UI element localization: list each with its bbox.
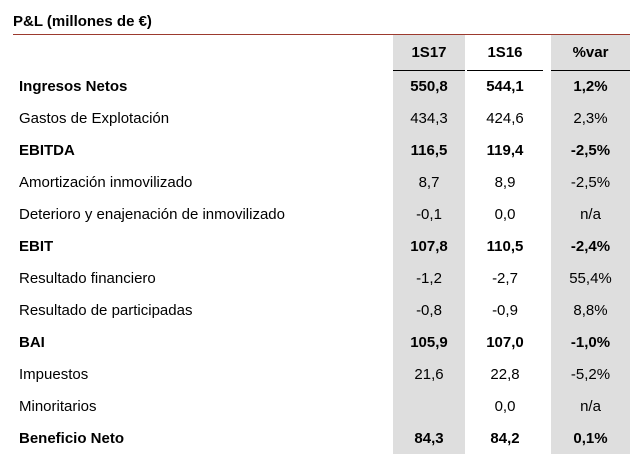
- value-1s16: 22,8: [490, 366, 520, 383]
- row-label: EBITDA: [19, 142, 75, 159]
- table-row: Impuestos 21,6 22,8 -5,2%: [0, 359, 635, 391]
- value-1s16: 107,0: [486, 334, 524, 351]
- row-label: Beneficio Neto: [19, 430, 125, 447]
- table-row: Resultado financiero -1,2 -2,7 55,4%: [0, 263, 635, 295]
- table-row: Resultado de participadas -0,8 -0,9 8,8%: [0, 295, 635, 327]
- value-1s16: 119,4: [486, 142, 524, 159]
- value-1s17: 21,6: [414, 366, 444, 383]
- column-var-background: [551, 35, 630, 454]
- value-var: 55,4%: [569, 270, 612, 287]
- row-label: Ingresos Netos: [19, 78, 128, 95]
- table-row: Deterioro y enajenación de inmovilizado …: [0, 199, 635, 231]
- column-1s16-background: [467, 35, 543, 454]
- value-var: 8,8%: [573, 302, 608, 319]
- value-1s16: -2,7: [492, 270, 518, 287]
- value-1s17: -1,2: [416, 270, 442, 287]
- table-title: P&L (millones de €): [13, 13, 152, 30]
- value-1s16: 0,0: [494, 206, 516, 223]
- row-label: EBIT: [19, 238, 54, 255]
- value-1s17: 550,8: [410, 78, 448, 95]
- value-var: 2,3%: [573, 110, 608, 127]
- header-var: %var: [551, 35, 630, 71]
- value-var: -2,5%: [570, 142, 611, 159]
- row-label: BAI: [19, 334, 45, 351]
- table-row: Minoritarios 0,0 n/a: [0, 391, 635, 423]
- table-row: Ingresos Netos 550,8 544,1 1,2%: [0, 71, 635, 103]
- value-1s17: -0,1: [416, 206, 442, 223]
- value-1s17: 84,3: [414, 430, 444, 447]
- value-1s17: 116,5: [410, 142, 448, 159]
- value-1s17: 434,3: [410, 110, 448, 127]
- value-1s17: 107,8: [410, 238, 448, 255]
- row-label: Gastos de Explotación: [19, 110, 170, 127]
- value-1s16: 110,5: [486, 238, 524, 255]
- value-1s16: 84,2: [490, 430, 520, 447]
- row-label: Resultado de participadas: [19, 302, 193, 319]
- value-var: -1,0%: [570, 334, 611, 351]
- header-1s16: 1S16: [467, 35, 543, 71]
- table-row: Amortización inmovilizado 8,7 8,9 -2,5%: [0, 167, 635, 199]
- table-row: BAI 105,9 107,0 -1,0%: [0, 327, 635, 359]
- row-label: Minoritarios: [19, 398, 97, 415]
- table-row: Gastos de Explotación 434,3 424,6 2,3%: [0, 103, 635, 135]
- value-1s16: 8,9: [494, 174, 516, 191]
- row-label: Deterioro y enajenación de inmovilizado: [19, 206, 285, 223]
- row-label: Amortización inmovilizado: [19, 174, 193, 191]
- value-1s16: 0,0: [494, 398, 516, 415]
- column-1s17-background: [393, 35, 465, 454]
- value-1s16: -0,9: [492, 302, 518, 319]
- title-bar: P&L (millones de €): [13, 8, 630, 35]
- table-row: Beneficio Neto 84,3 84,2 0,1%: [0, 423, 635, 455]
- value-1s17: 8,7: [418, 174, 440, 191]
- table-header: 1S17 1S16 %var: [0, 35, 635, 71]
- value-1s17: -0,8: [416, 302, 442, 319]
- value-var: -2,4%: [570, 238, 611, 255]
- value-var: 0,1%: [573, 430, 608, 447]
- value-var: 1,2%: [573, 78, 608, 95]
- value-var: n/a: [580, 398, 601, 415]
- row-label: Impuestos: [19, 366, 89, 383]
- header-1s17: 1S17: [393, 35, 465, 71]
- table-row: EBITDA 116,5 119,4 -2,5%: [0, 135, 635, 167]
- value-1s17: 105,9: [410, 334, 448, 351]
- table-body: Ingresos Netos 550,8 544,1 1,2% Gastos d…: [0, 71, 635, 455]
- value-var: -2,5%: [570, 174, 611, 191]
- value-1s16: 424,6: [486, 110, 524, 127]
- row-label: Resultado financiero: [19, 270, 156, 287]
- value-var: n/a: [580, 206, 601, 223]
- value-var: -5,2%: [570, 366, 611, 383]
- value-1s16: 544,1: [486, 78, 524, 95]
- table-row: EBIT 107,8 110,5 -2,4%: [0, 231, 635, 263]
